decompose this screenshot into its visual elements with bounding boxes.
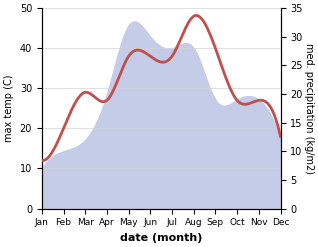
Y-axis label: max temp (C): max temp (C) [4, 75, 14, 142]
Y-axis label: med. precipitation (kg/m2): med. precipitation (kg/m2) [304, 43, 314, 174]
X-axis label: date (month): date (month) [120, 233, 202, 243]
